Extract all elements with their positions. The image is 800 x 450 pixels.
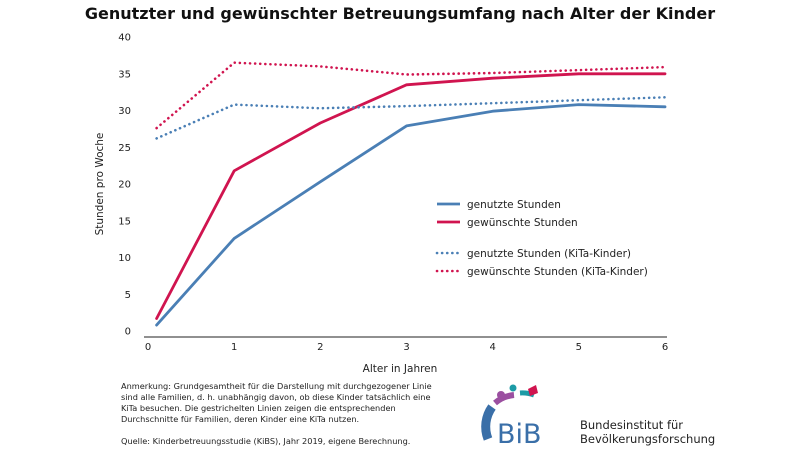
x-tick-label: 2 xyxy=(317,342,323,353)
logo-arc-blue xyxy=(481,404,496,441)
footnote: Anmerkung: Grundgesamtheit für die Darst… xyxy=(121,381,432,424)
x-tick-label: 3 xyxy=(403,342,409,353)
series-line-4 xyxy=(155,61,667,130)
x-tick-label: 0 xyxy=(145,342,151,353)
y-axis-ticks: 0 5 10 15 20 25 30 35 40 xyxy=(118,33,131,338)
y-tick-label: 35 xyxy=(118,69,131,80)
y-tick-label: 10 xyxy=(118,253,131,264)
logo-dot-red xyxy=(528,385,538,396)
y-tick-label: 25 xyxy=(118,143,131,154)
legend-label-2: gewünschte Stunden xyxy=(467,217,578,229)
series-line-1 xyxy=(155,103,667,327)
series-line-3 xyxy=(155,96,667,140)
y-tick-label: 40 xyxy=(118,33,131,44)
legend-label-3: genutzte Stunden (KiTa-Kinder) xyxy=(467,248,631,260)
x-axis-ticks: 0 1 2 3 4 5 6 xyxy=(145,342,668,353)
line-chart: Genutzter und gewünschter Betreuungsumfa… xyxy=(85,4,715,375)
chart-title: Genutzter und gewünschter Betreuungsumfa… xyxy=(85,4,715,23)
logo-institute-name: Bundesinstitut für Bevölkerungsforschung xyxy=(580,418,715,446)
y-tick-label: 5 xyxy=(125,290,131,301)
bib-logo: BiB Bundesinstitut für Bevölkerungsforsc… xyxy=(470,381,800,450)
x-tick-label: 6 xyxy=(662,342,668,353)
y-tick-label: 0 xyxy=(125,327,131,338)
x-tick-label: 1 xyxy=(231,342,237,353)
legend: genutzte Stunden gewünschte Stunden genutz… xyxy=(435,199,648,278)
logo-name-line1: Bundesinstitut für xyxy=(580,418,684,432)
bib-logo-mark: BiB xyxy=(481,384,542,450)
x-tick-label: 5 xyxy=(576,342,582,353)
x-tick-label: 4 xyxy=(489,342,495,353)
legend-label-4: gewünschte Stunden (KiTa-Kinder) xyxy=(467,266,648,278)
series-line-2 xyxy=(155,72,667,320)
y-tick-label: 15 xyxy=(118,216,131,227)
logo-abbr: BiB xyxy=(497,419,542,450)
legend-label-1: genutzte Stunden xyxy=(467,199,561,211)
logo-arc-teal xyxy=(519,390,535,398)
logo-dot-teal xyxy=(509,384,517,392)
series-layer xyxy=(155,61,667,327)
logo-dot-purple xyxy=(497,391,505,399)
logo-name-line2: Bevölkerungsforschung xyxy=(580,432,716,446)
x-axis-label: Alter in Jahren xyxy=(363,363,438,375)
y-tick-label: 20 xyxy=(118,180,131,191)
y-axis-label: Stunden pro Woche xyxy=(94,133,106,236)
y-tick-label: 30 xyxy=(118,106,131,117)
source-note: Quelle: Kinderbetreuungsstudie (KiBS), J… xyxy=(121,436,411,446)
